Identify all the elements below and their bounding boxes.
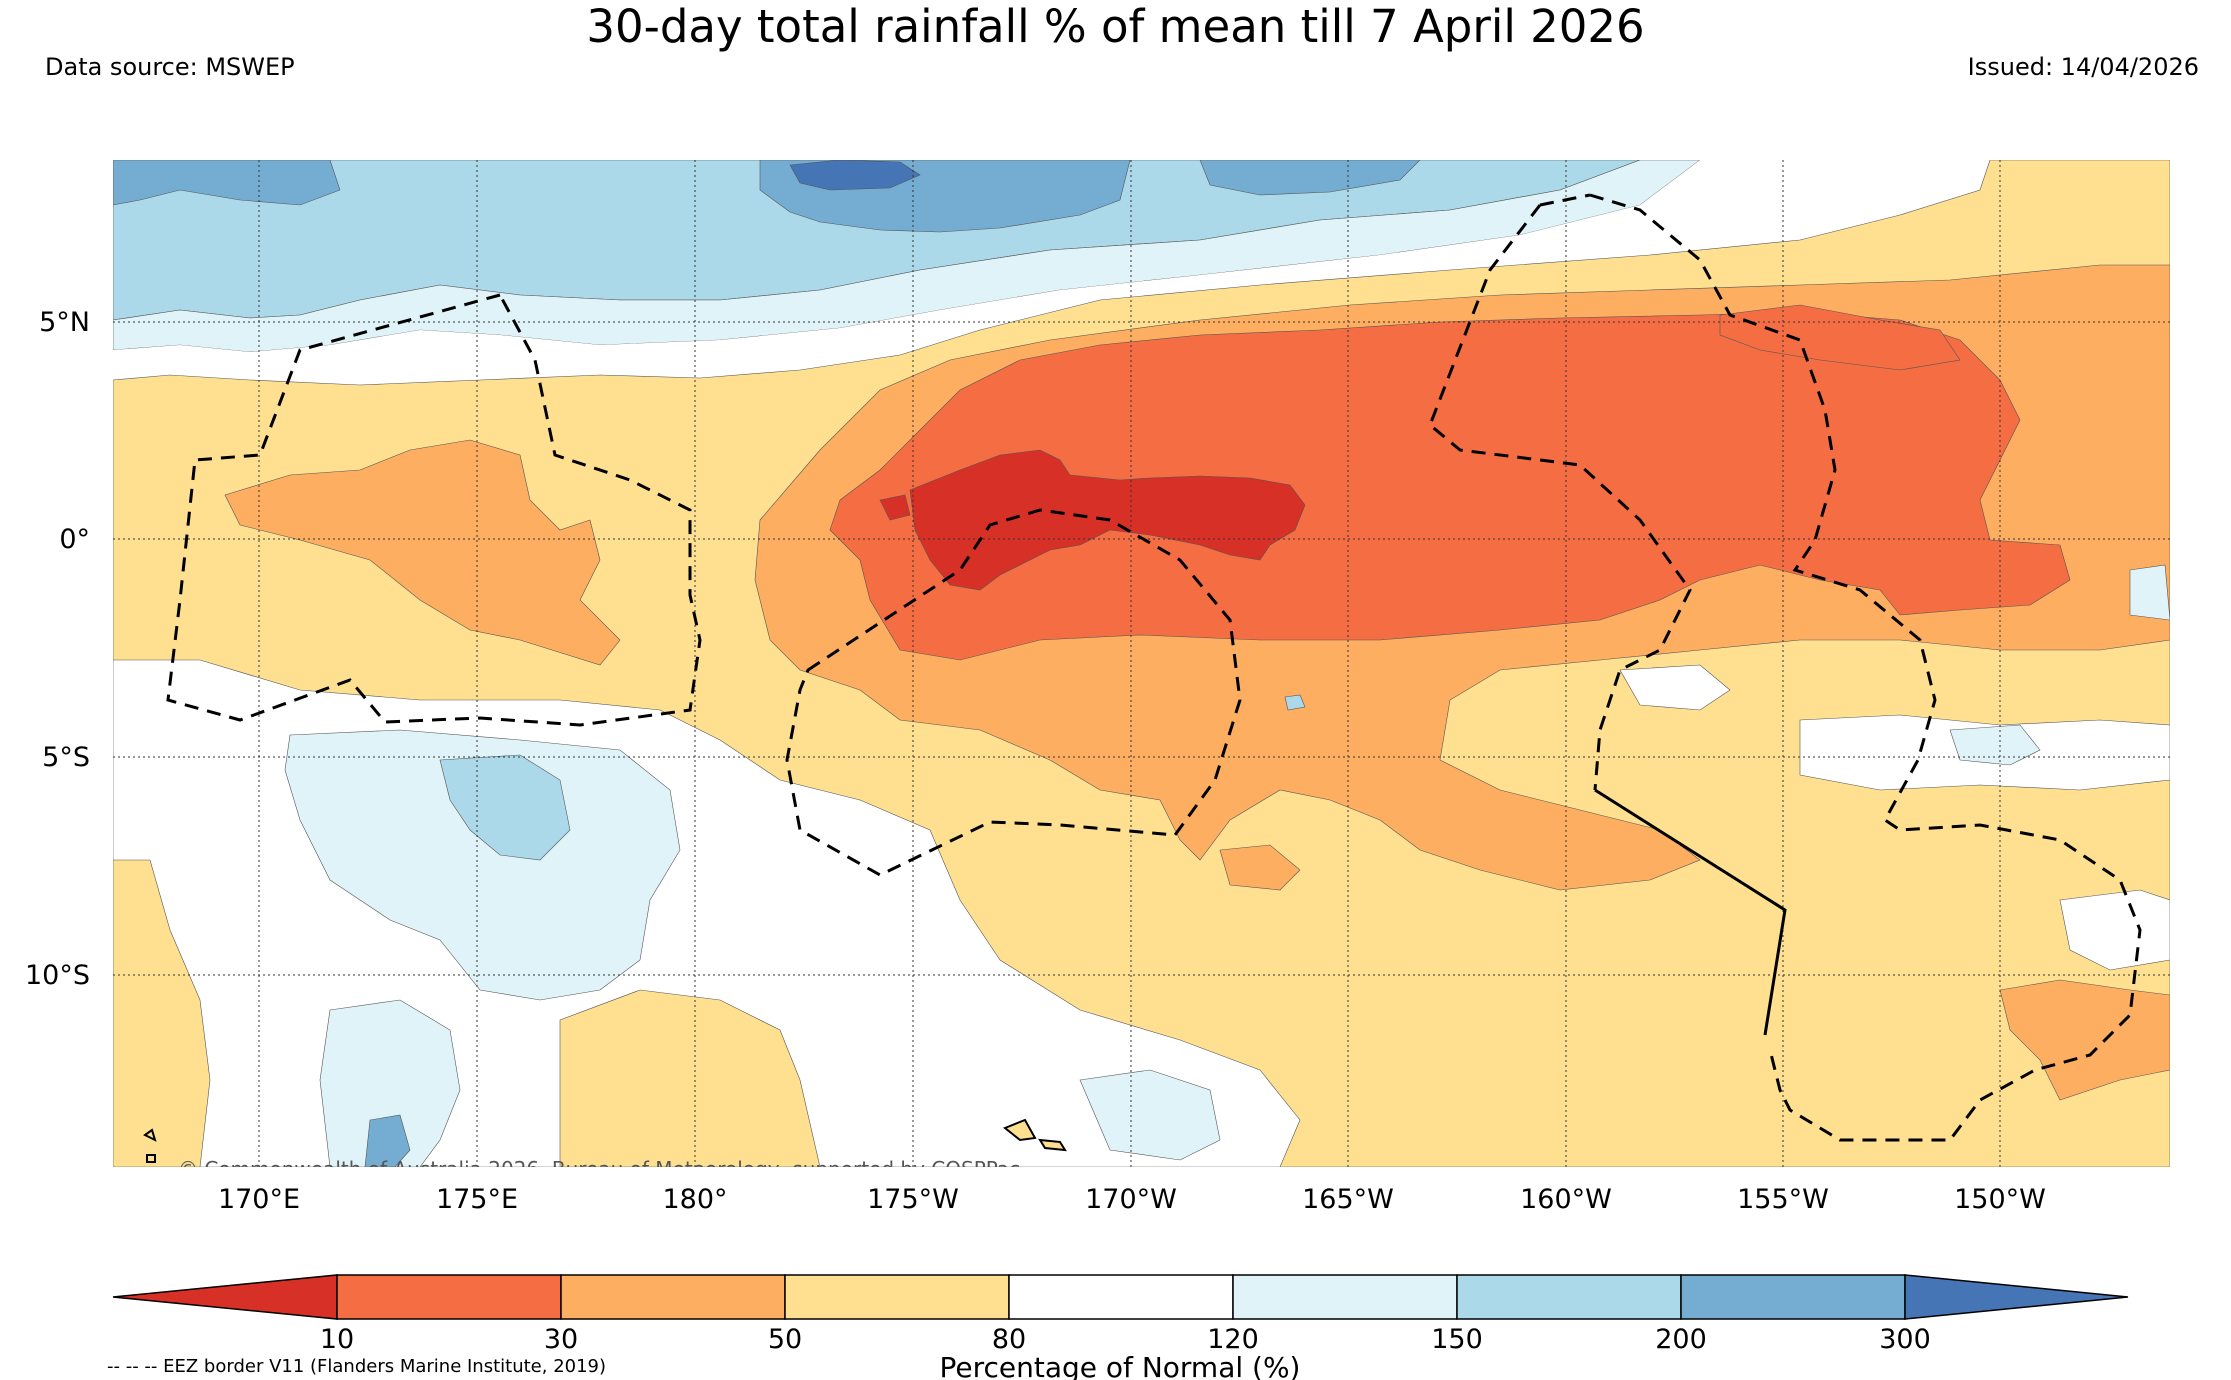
solid-borders xyxy=(1594,788,1787,1036)
east-light-wet-specks xyxy=(2129,564,2170,621)
solid-border-segment xyxy=(1594,788,1787,1036)
island-outline xyxy=(1038,1138,1067,1152)
lat-label-5s: 5°S xyxy=(42,742,90,773)
lon-label-180: 180° xyxy=(662,1184,727,1215)
colorbar-segment-200-300 xyxy=(1680,1274,1906,1320)
north-east-very-dry-patch xyxy=(1719,304,1961,371)
rainfall-map: © Commonwealth of Australia 2026, Bureau… xyxy=(113,160,2170,1181)
lon-label-170w: 170°W xyxy=(1085,1184,1177,1215)
south-dry-patch xyxy=(559,989,821,1167)
colorbar-label: Percentage of Normal (%) xyxy=(940,1351,1301,1380)
lat-label-0: 0° xyxy=(59,524,90,555)
north-moderate-wet-east xyxy=(1199,160,1421,196)
north-normal-band xyxy=(113,160,1990,385)
south-east-normal-patch xyxy=(2059,889,2170,971)
colorbar-segment-above-300 xyxy=(1904,1274,2129,1320)
colorbar-segment-120-150 xyxy=(1232,1274,1458,1320)
colorbar-tick-120: 120 xyxy=(1207,1324,1259,1355)
eez-border-kiribati-gilberts xyxy=(166,293,702,727)
island-outline xyxy=(143,1128,157,1142)
island-outline xyxy=(146,1154,156,1163)
lon-label-175w: 175°W xyxy=(867,1184,959,1215)
lon-label-175e: 175°E xyxy=(436,1184,518,1215)
colorbar-tick-50: 50 xyxy=(768,1324,802,1355)
colorbar-tick-150: 150 xyxy=(1431,1324,1483,1355)
west-dry-region xyxy=(224,439,621,666)
central-normal-patch xyxy=(1619,664,1731,711)
island-outline xyxy=(1003,1118,1037,1142)
central-light-wet-speck xyxy=(1284,694,1306,711)
south-west-wet-patch xyxy=(439,754,571,861)
eez-border-line-islands-west xyxy=(1428,193,1692,791)
colorbar-tick-30: 30 xyxy=(544,1324,578,1355)
colorbar-tick-300: 300 xyxy=(1879,1324,1931,1355)
north-very-wet-spot xyxy=(789,160,921,191)
island-outlines xyxy=(143,1118,1067,1163)
colorbar-segment-80-120 xyxy=(1008,1274,1234,1320)
eez-border-tokelau xyxy=(785,508,1242,877)
map-title: 30-day total rainfall % of mean till 7 A… xyxy=(586,0,1645,53)
lat-label-5n: 5°N xyxy=(39,307,90,338)
lon-label-150w: 150°W xyxy=(1954,1184,2046,1215)
equatorial-very-dry-region xyxy=(829,311,2071,661)
lat-label-10s: 10°S xyxy=(25,960,90,991)
south-west-light-wet-region xyxy=(284,729,681,1001)
colorbar-segment-10-30 xyxy=(336,1274,562,1320)
colorbar xyxy=(112,1274,2129,1320)
north-moderate-wet-west xyxy=(113,160,341,206)
map-copyright: © Commonwealth of Australia 2026, Bureau… xyxy=(178,1157,1020,1181)
south-east-dry-region xyxy=(1999,979,2170,1101)
south-light-wet-patch xyxy=(319,999,461,1167)
issued-date-label: Issued: 14/04/2026 xyxy=(1967,53,2199,81)
central-south-dry-patch xyxy=(1219,844,1301,891)
colorbar-tick-80: 80 xyxy=(992,1324,1026,1355)
colorbar-tick-10: 10 xyxy=(320,1324,354,1355)
colorbar-segment-150-200 xyxy=(1456,1274,1682,1320)
south-west-dry-patch xyxy=(113,859,211,1167)
lon-label-170e: 170°E xyxy=(218,1184,300,1215)
lon-label-160w: 160°W xyxy=(1520,1184,1612,1215)
colorbar-tick-200: 200 xyxy=(1655,1324,1707,1355)
eez-borders xyxy=(166,193,2142,1142)
lon-label-155w: 155°W xyxy=(1737,1184,1829,1215)
data-source-label: Data source: MSWEP xyxy=(45,53,295,81)
eez-legend: -- -- -- EEZ border V11 (Flanders Marine… xyxy=(107,1356,606,1377)
colorbar-segment-50-80 xyxy=(784,1274,1010,1320)
colorbar-segment-below-10 xyxy=(112,1274,338,1320)
latitude-labels: 5°N 0° 5°S 10°S xyxy=(25,307,90,991)
lon-label-165w: 165°W xyxy=(1302,1184,1394,1215)
longitude-labels: 170°E 175°E 180° 175°W 170°W 165°W 160°W… xyxy=(218,1184,2046,1215)
extremely-dry-patch xyxy=(879,494,911,521)
south-light-wet-patch-east xyxy=(1079,1069,1221,1161)
colorbar-segment-30-50 xyxy=(560,1274,786,1320)
colorbar-ticks: 10 30 50 80 120 150 200 300 xyxy=(320,1324,1931,1355)
south-wet-spot xyxy=(364,1114,411,1167)
